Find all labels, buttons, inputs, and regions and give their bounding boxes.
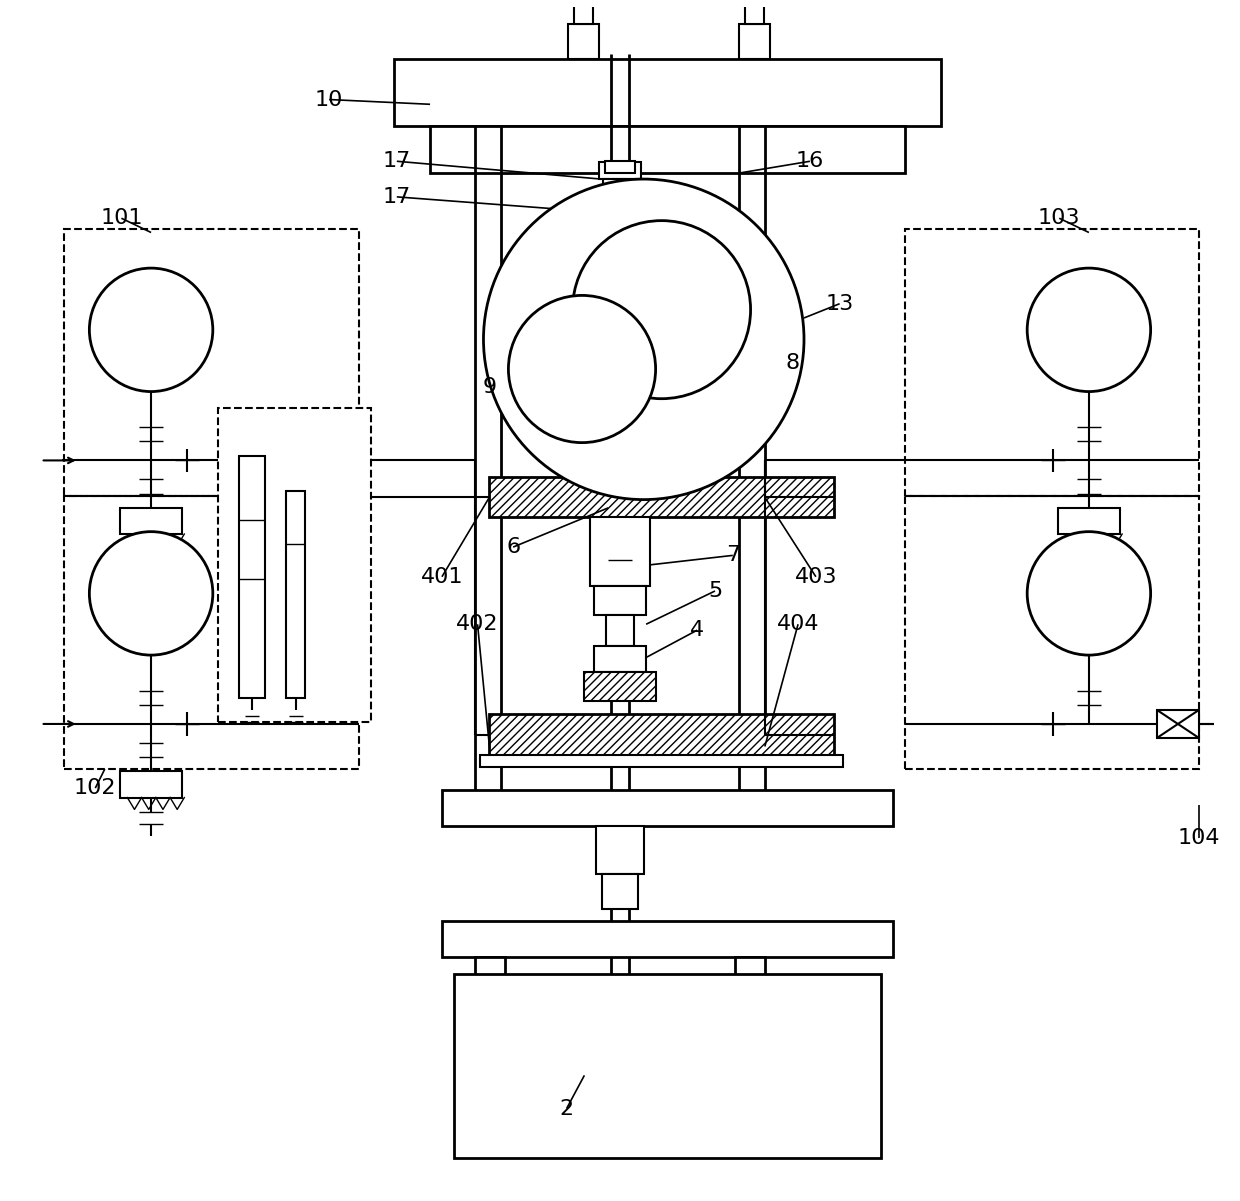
Bar: [735, 957, 765, 1075]
Bar: [568, 24, 599, 59]
Bar: [601, 247, 639, 262]
Bar: [604, 437, 636, 450]
Text: 8: 8: [785, 353, 800, 374]
Bar: [599, 202, 641, 219]
Circle shape: [1027, 268, 1151, 392]
Bar: [604, 221, 636, 235]
Text: 10: 10: [315, 90, 343, 109]
Bar: [480, 754, 843, 766]
Bar: [606, 615, 634, 646]
Bar: [394, 59, 940, 126]
Text: 101: 101: [100, 208, 143, 228]
Bar: [286, 491, 305, 698]
Text: 404: 404: [776, 614, 820, 634]
Text: 401: 401: [420, 567, 464, 587]
Bar: [745, 5, 764, 24]
Text: 104: 104: [1178, 827, 1220, 848]
Bar: [490, 477, 833, 518]
Bar: [590, 518, 650, 586]
Text: 6: 6: [506, 537, 521, 557]
Bar: [603, 873, 637, 909]
Bar: [1157, 710, 1199, 739]
Circle shape: [89, 532, 213, 655]
Bar: [441, 921, 893, 957]
Bar: [1058, 508, 1120, 534]
Bar: [64, 229, 358, 496]
Circle shape: [89, 268, 213, 392]
Bar: [120, 771, 182, 797]
Circle shape: [508, 295, 656, 443]
Bar: [217, 408, 371, 722]
Bar: [441, 790, 893, 826]
Circle shape: [484, 179, 804, 500]
Bar: [574, 5, 593, 24]
Bar: [584, 671, 656, 701]
Bar: [599, 162, 641, 179]
Bar: [905, 496, 1199, 769]
Bar: [64, 496, 358, 769]
Text: 17: 17: [383, 151, 410, 172]
Bar: [454, 974, 882, 1159]
Bar: [239, 456, 265, 698]
Text: 4: 4: [691, 620, 704, 640]
Bar: [594, 646, 646, 671]
Bar: [604, 179, 636, 197]
Bar: [605, 262, 635, 276]
Bar: [490, 715, 833, 754]
Text: 5: 5: [708, 581, 722, 600]
Text: 13: 13: [826, 294, 854, 313]
Text: 102: 102: [74, 778, 117, 797]
Text: 103: 103: [1038, 208, 1080, 228]
Bar: [905, 229, 1199, 496]
Text: 402: 402: [456, 614, 498, 634]
Text: 16: 16: [796, 151, 825, 172]
Text: 7: 7: [725, 545, 740, 566]
Bar: [430, 126, 905, 173]
Text: 9: 9: [482, 377, 496, 396]
Bar: [594, 586, 646, 615]
Bar: [608, 450, 632, 477]
Text: 403: 403: [795, 567, 837, 587]
Bar: [605, 161, 635, 173]
Bar: [120, 508, 182, 534]
Circle shape: [1027, 532, 1151, 655]
Text: 2: 2: [559, 1099, 574, 1118]
Bar: [475, 957, 505, 1075]
Bar: [608, 425, 632, 437]
Text: 17: 17: [383, 187, 410, 207]
Bar: [739, 24, 770, 59]
Bar: [596, 826, 644, 873]
Circle shape: [573, 221, 750, 399]
